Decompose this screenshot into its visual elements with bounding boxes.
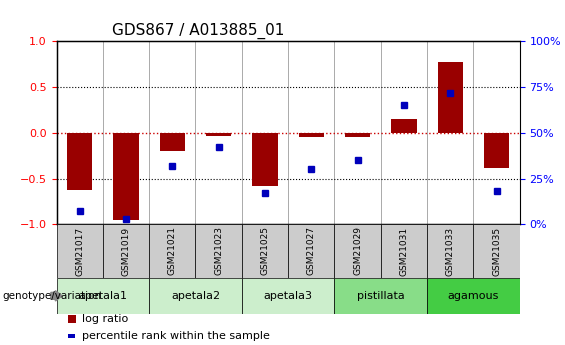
Bar	[427, 224, 473, 278]
Bar	[242, 224, 288, 278]
Text: percentile rank within the sample: percentile rank within the sample	[82, 332, 270, 341]
Bar	[56, 224, 103, 278]
Bar	[391, 119, 417, 133]
Text: apetala2: apetala2	[171, 291, 220, 301]
Text: apetala1: apetala1	[79, 291, 127, 301]
Text: log ratio: log ratio	[82, 314, 128, 324]
Text: GSM21017: GSM21017	[75, 226, 84, 276]
Bar	[298, 133, 324, 137]
Text: pistillata: pistillata	[357, 291, 405, 301]
Text: GSM21023: GSM21023	[214, 226, 223, 276]
Bar	[195, 224, 242, 278]
Bar	[103, 224, 149, 278]
Bar	[484, 133, 510, 168]
Bar	[242, 278, 334, 314]
Text: GSM21025: GSM21025	[260, 226, 270, 276]
Bar	[113, 133, 139, 220]
Text: genotype/variation: genotype/variation	[3, 291, 102, 301]
Bar	[334, 278, 427, 314]
Bar	[381, 224, 427, 278]
Text: apetala3: apetala3	[264, 291, 312, 301]
Bar	[437, 61, 463, 133]
Text: GSM21035: GSM21035	[492, 226, 501, 276]
Text: GSM21029: GSM21029	[353, 226, 362, 276]
Text: GSM21031: GSM21031	[399, 226, 408, 276]
Text: GDS867 / A013885_01: GDS867 / A013885_01	[112, 22, 284, 39]
Text: agamous: agamous	[448, 291, 499, 301]
Bar	[56, 278, 149, 314]
Bar	[427, 278, 520, 314]
Bar	[334, 224, 381, 278]
Text: GSM21033: GSM21033	[446, 226, 455, 276]
Bar	[345, 133, 371, 137]
Bar	[473, 224, 520, 278]
Bar	[67, 133, 93, 189]
Bar	[288, 224, 334, 278]
Text: GSM21019: GSM21019	[121, 226, 131, 276]
Bar	[206, 133, 232, 136]
Text: GSM21027: GSM21027	[307, 226, 316, 276]
Bar	[149, 278, 242, 314]
Text: GSM21021: GSM21021	[168, 226, 177, 276]
Bar	[149, 224, 195, 278]
Bar	[252, 133, 278, 186]
Bar	[159, 133, 185, 151]
